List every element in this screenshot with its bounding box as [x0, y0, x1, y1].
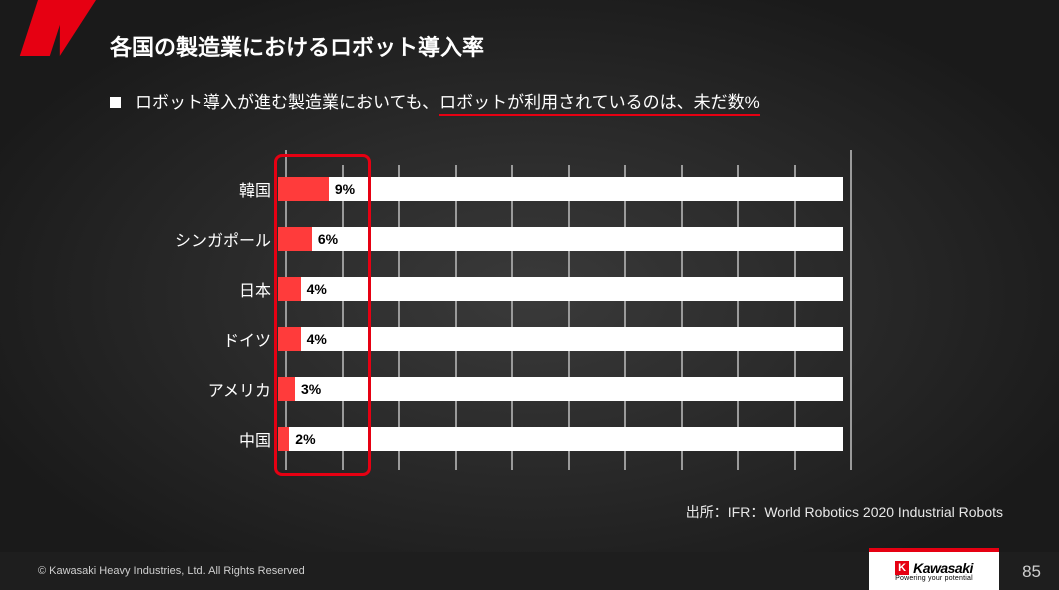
bar-track: 9% [278, 177, 843, 201]
bar-fill [278, 277, 301, 301]
row-label: 日本 [165, 277, 278, 301]
subtitle-underlined: ロボットが利用されているのは、未だ数% [439, 93, 760, 116]
kawasaki-logo: K Kawasaki Powering your potential [869, 552, 999, 590]
bar-value: 3% [301, 377, 321, 401]
bar-value: 2% [295, 427, 315, 451]
bar-value: 4% [307, 327, 327, 351]
chart-rows: 韓国 9% シンガポール 6% 日本 4% ドイツ 4% アメリカ 3% 中国 2% [165, 164, 850, 464]
robot-adoption-chart: 韓国 9% シンガポール 6% 日本 4% ドイツ 4% アメリカ 3% 中国 2% [165, 150, 865, 490]
chart-row: 中国 2% [165, 414, 850, 464]
bar-value: 6% [318, 227, 338, 251]
subtitle-prefix: ロボット導入が進む製造業においても、 [135, 93, 439, 112]
logo-tagline: Powering your potential [895, 575, 973, 582]
copyright-text: © Kawasaki Heavy Industries, Ltd. All Ri… [38, 565, 305, 577]
bar-value: 9% [335, 177, 355, 201]
chart-row: 日本 4% [165, 264, 850, 314]
row-label: ドイツ [165, 327, 278, 351]
bar-fill [278, 427, 289, 451]
chart-row: 韓国 9% [165, 164, 850, 214]
subtitle: ロボット導入が進む製造業においても、ロボットが利用されているのは、未だ数% [110, 88, 760, 113]
source-citation: 出所：IFR：World Robotics 2020 Industrial Ro… [686, 502, 1003, 522]
row-label: アメリカ [165, 377, 278, 401]
grid-line [850, 150, 852, 470]
bar-track: 4% [278, 277, 843, 301]
chart-row: シンガポール 6% [165, 214, 850, 264]
page-number: 85 [1022, 562, 1041, 582]
slide-title: 各国の製造業におけるロボット導入率 [110, 30, 484, 62]
bar-value: 4% [307, 277, 327, 301]
row-label: シンガポール [165, 227, 278, 251]
accent-corner [42, 0, 96, 56]
bar-track: 6% [278, 227, 843, 251]
chart-row: アメリカ 3% [165, 364, 850, 414]
chart-row: ドイツ 4% [165, 314, 850, 364]
bar-fill [278, 327, 301, 351]
bar-fill [278, 377, 295, 401]
bar-track: 3% [278, 377, 843, 401]
bar-fill [278, 177, 329, 201]
row-label: 中国 [165, 427, 278, 451]
logo-k-icon: K [895, 561, 909, 575]
bullet-icon [110, 97, 121, 108]
bar-track: 4% [278, 327, 843, 351]
bar-track: 2% [278, 427, 843, 451]
row-label: 韓国 [165, 177, 278, 201]
subtitle-text: ロボット導入が進む製造業においても、ロボットが利用されているのは、未だ数% [135, 88, 760, 113]
logo-brand: Kawasaki [913, 560, 973, 576]
bar-fill [278, 227, 312, 251]
